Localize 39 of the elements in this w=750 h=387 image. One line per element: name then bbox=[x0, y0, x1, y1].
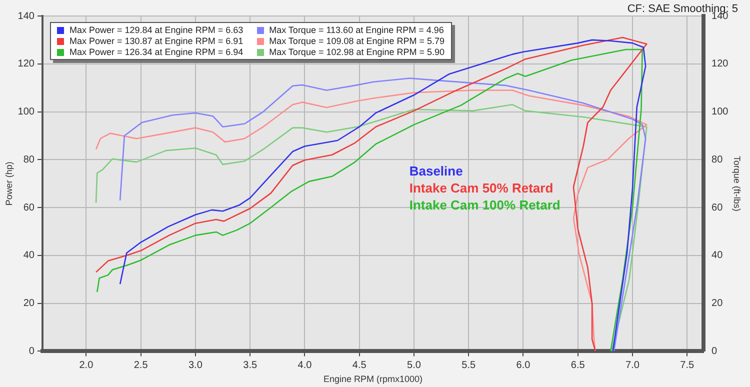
y-tick-label: 20 bbox=[23, 298, 35, 310]
x-tick-label: 6.5 bbox=[570, 360, 586, 371]
legend-label: Max Torque = 113.60 at Engine RPM = 4.96 bbox=[269, 25, 444, 35]
legend-label: Max Power = 126.34 at Engine RPM = 6.94 bbox=[69, 47, 244, 57]
x-tick-label: 4.0 bbox=[298, 360, 312, 371]
x-tick-label: 2.0 bbox=[79, 360, 94, 371]
y-tick-label: 100 bbox=[18, 106, 35, 118]
x-tick-label: 5.5 bbox=[462, 360, 476, 371]
annotation: Intake Cam 50% Retard bbox=[409, 180, 554, 196]
x-tick-label: 7.0 bbox=[626, 360, 640, 371]
y-tick-label: 120 bbox=[18, 58, 35, 70]
y2-tick-label: 120 bbox=[712, 58, 729, 70]
y2-tick-label: 20 bbox=[712, 298, 724, 310]
x-tick-label: 5.0 bbox=[407, 360, 422, 371]
legend-label: Max Power = 130.87 at Engine RPM = 6.91 bbox=[69, 36, 244, 46]
y2-tick-label: 40 bbox=[712, 250, 724, 262]
y2-tick-label: 0 bbox=[712, 346, 718, 357]
x-tick-label: 3.0 bbox=[188, 360, 203, 371]
y-axis-title: Power (hp) bbox=[4, 162, 14, 206]
annotation: Baseline bbox=[409, 163, 463, 178]
annotation: Intake Cam 100% Retard bbox=[409, 197, 560, 212]
y-tick-label: 40 bbox=[23, 250, 35, 262]
y2-axis-title: Torque (ft-lbs) bbox=[732, 156, 742, 212]
x-tick-label: 7.5 bbox=[680, 360, 695, 371]
x-axis-title: Engine RPM (rpmx1000) bbox=[323, 374, 423, 384]
y-tick-label: 80 bbox=[23, 154, 35, 166]
legend-label: Max Torque = 102.98 at Engine RPM = 5.90 bbox=[269, 47, 445, 57]
y-tick-label: 60 bbox=[23, 202, 35, 214]
x-tick-label: 2.5 bbox=[134, 360, 148, 371]
x-tick-label: 4.5 bbox=[352, 360, 367, 371]
x-tick-label: 3.5 bbox=[243, 360, 258, 371]
x-tick-label: 6.0 bbox=[516, 360, 531, 371]
y2-tick-label: 100 bbox=[712, 106, 729, 118]
y-tick-label: 0 bbox=[28, 346, 35, 357]
legend-label: Max Power = 129.84 at Engine RPM = 6.63 bbox=[69, 25, 244, 35]
y-tick-label: 140 bbox=[18, 10, 35, 22]
legend-label: Max Torque = 109.08 at Engine RPM = 5.79 bbox=[269, 36, 445, 46]
y2-tick-label: 60 bbox=[712, 202, 724, 214]
y2-tick-label: 80 bbox=[712, 154, 724, 166]
